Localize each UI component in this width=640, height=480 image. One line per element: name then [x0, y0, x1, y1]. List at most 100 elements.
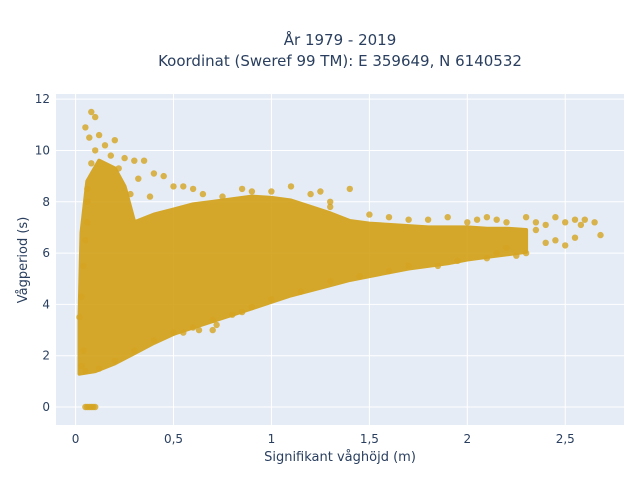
data-point	[78, 362, 85, 370]
data-point	[597, 231, 604, 239]
data-point	[150, 170, 158, 177]
data-point	[571, 216, 579, 223]
data-point	[356, 273, 363, 280]
data-point	[95, 365, 103, 372]
data-point	[131, 157, 138, 164]
data-point	[552, 214, 559, 221]
data-point	[131, 347, 138, 354]
data-point	[424, 216, 432, 223]
data-point	[115, 165, 122, 172]
data-point	[297, 288, 304, 295]
x-tick-label: 2	[463, 432, 471, 446]
data-point	[483, 255, 491, 262]
data-point	[121, 154, 128, 162]
data-point	[405, 216, 412, 223]
data-point	[327, 278, 334, 285]
data-point	[92, 403, 99, 411]
data-point	[317, 188, 324, 195]
data-point	[84, 198, 91, 205]
data-point	[80, 347, 87, 354]
y-tick-label: 2	[42, 349, 50, 363]
data-point	[366, 211, 373, 218]
x-tick-label: 2,5	[556, 432, 575, 446]
data-point	[80, 262, 87, 270]
data-point	[189, 185, 197, 193]
y-axis-label: Vågperiod (s)	[16, 217, 31, 304]
data-point	[562, 242, 569, 249]
data-point	[195, 326, 203, 334]
data-point	[140, 157, 148, 164]
data-point	[268, 296, 275, 303]
data-point	[552, 237, 559, 244]
data-point	[327, 203, 334, 211]
y-tick-label: 10	[35, 143, 50, 157]
data-point	[84, 219, 91, 226]
data-point	[522, 249, 530, 257]
data-point	[92, 147, 99, 154]
data-point	[493, 216, 500, 223]
data-point	[542, 221, 549, 229]
data-point	[135, 175, 142, 182]
data-point	[170, 329, 177, 336]
data-point	[127, 190, 134, 198]
data-point	[532, 219, 540, 226]
data-point	[180, 183, 187, 190]
data-point	[209, 326, 216, 334]
data-point	[92, 113, 99, 121]
x-axis-label: Signifikant våghöjd (m)	[264, 450, 416, 465]
data-point	[405, 262, 412, 270]
data-point	[189, 324, 197, 331]
data-point	[82, 237, 89, 244]
data-point	[503, 219, 510, 226]
data-point	[238, 308, 246, 316]
data-point	[111, 137, 119, 144]
data-point	[454, 257, 461, 264]
data-point	[385, 267, 393, 275]
data-point	[88, 160, 95, 167]
data-point	[88, 108, 95, 116]
data-point	[150, 337, 158, 344]
data-point	[268, 188, 275, 195]
data-point	[248, 188, 256, 195]
data-point	[571, 234, 579, 241]
y-tick-labels: 0 2 4 6 8 10 12	[35, 92, 50, 414]
chart-title-line-2: Koordinat (Sweref 99 TM): E 359649, N 61…	[158, 52, 522, 70]
data-point	[238, 185, 246, 193]
x-tick-label: 1,5	[360, 432, 379, 446]
x-tick-label: 1	[268, 432, 276, 446]
data-point	[513, 252, 520, 259]
data-point	[532, 226, 540, 234]
data-point	[180, 329, 187, 336]
data-point	[101, 142, 109, 149]
data-point	[542, 239, 549, 246]
data-point	[84, 185, 91, 193]
x-tick-labels: 0 0,5 1 1,5 2 2,5	[72, 432, 575, 446]
data-point	[86, 134, 93, 141]
x-tick-label: 0,5	[164, 432, 183, 446]
y-tick-label: 6	[42, 246, 50, 260]
y-tick-label: 0	[42, 400, 50, 414]
data-point	[78, 293, 85, 300]
data-point	[577, 221, 585, 229]
data-point	[581, 216, 588, 223]
data-points	[76, 108, 604, 411]
data-point	[493, 249, 500, 257]
data-point	[209, 316, 216, 323]
data-point	[199, 190, 207, 198]
chart-title-line-1: År 1979 - 2019	[284, 30, 397, 49]
data-point	[346, 185, 353, 193]
x-tick-label: 0	[72, 432, 80, 446]
data-point	[591, 219, 598, 226]
y-tick-label: 12	[35, 92, 50, 106]
data-point	[229, 311, 236, 318]
data-point	[95, 131, 103, 139]
data-point	[327, 198, 334, 205]
data-point	[287, 183, 295, 190]
data-point	[444, 214, 451, 221]
data-point	[434, 262, 442, 270]
data-point	[483, 214, 491, 221]
data-point	[385, 214, 393, 221]
data-point	[82, 124, 89, 131]
data-point	[107, 152, 115, 159]
